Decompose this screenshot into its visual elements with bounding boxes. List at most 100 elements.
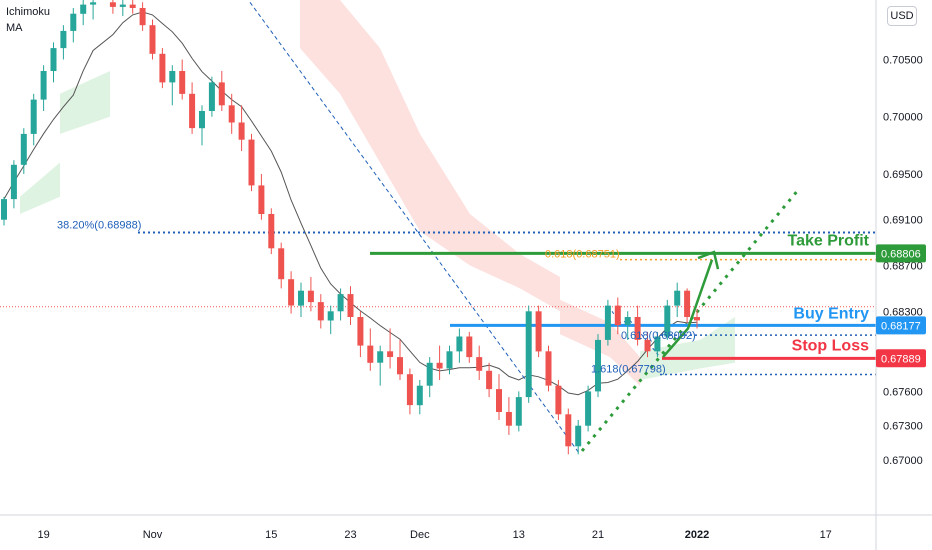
x-tick-label: 17 [820, 529, 832, 541]
candle [288, 271, 295, 314]
candle [208, 76, 215, 117]
take-profit-badge-text: 0.68806 [881, 248, 921, 260]
currency-button[interactable]: USD [887, 6, 917, 26]
candle [367, 328, 374, 371]
candle [228, 93, 235, 134]
take-profit-badge: 0.68806 [876, 244, 926, 263]
candle [624, 311, 631, 340]
candle [525, 305, 532, 403]
x-tick-label: 13 [513, 529, 525, 541]
candle [337, 288, 344, 321]
candle [515, 391, 522, 432]
candle [545, 345, 552, 392]
candle [555, 379, 562, 421]
cloud-band [640, 317, 735, 380]
candle [139, 2, 146, 31]
candle [614, 297, 621, 335]
fib-label-38: 38.20%(0.68988) [57, 220, 141, 232]
candle [446, 345, 453, 375]
projection-arrow-head [697, 250, 720, 270]
x-tick-label: Dec [410, 529, 430, 541]
candle [60, 25, 67, 60]
candle [496, 374, 502, 421]
candle [347, 286, 354, 326]
candle [565, 408, 572, 455]
candle [278, 242, 285, 289]
y-tick-label: 0.70000 [883, 112, 923, 124]
candle [436, 345, 443, 380]
candle [486, 362, 493, 398]
candle [218, 70, 225, 112]
stop-loss-badge: 0.67889 [876, 349, 926, 368]
y-tick-label: 0.68300 [883, 306, 923, 318]
candle [654, 331, 661, 358]
projection-arrow [662, 259, 714, 358]
candle [327, 305, 334, 335]
candle [505, 397, 512, 435]
candle [466, 331, 473, 363]
fib-label-618-lower: 0.618(0.68092) [621, 330, 696, 342]
indicator-label-ichimoku[interactable]: Ichimoku [6, 6, 51, 18]
y-tick-label: 0.69500 [883, 169, 923, 181]
y-tick-label: 0.69100 [883, 215, 923, 227]
annotation-labels: 38.20%(0.68988) 0.618(0.68751) 0.618(0.680… [57, 220, 870, 376]
candle [50, 42, 57, 83]
annotation-lines [0, 1, 876, 455]
candle [20, 128, 27, 174]
stop-loss-badge-text: 0.67889 [881, 353, 921, 365]
candle [644, 331, 651, 358]
candle [317, 294, 324, 329]
candle [377, 345, 384, 386]
candle [595, 334, 601, 398]
candle [585, 385, 592, 432]
candle [10, 160, 17, 209]
candle [159, 48, 166, 89]
candle [416, 379, 423, 415]
candle [426, 357, 433, 398]
y-tick-label: 0.68700 [883, 261, 923, 273]
stop-loss-label: Stop Loss [792, 337, 869, 354]
candle [80, 0, 87, 26]
candle [535, 305, 542, 358]
candle [90, 0, 97, 20]
candle [30, 93, 37, 146]
candle [70, 8, 77, 43]
candle [179, 59, 186, 100]
cloud-band [60, 71, 110, 134]
y-tick-label: 0.67000 [883, 455, 923, 467]
candle [694, 309, 700, 329]
x-tick-label: 19 [37, 529, 49, 541]
candle [684, 288, 691, 323]
buy-entry-label: Buy Entry [793, 305, 869, 322]
cloud-band [20, 162, 60, 214]
take-profit-label: Take Profit [788, 232, 870, 249]
candle [149, 19, 156, 60]
x-tick-label: 23 [344, 529, 356, 541]
candle [40, 65, 47, 112]
x-tick-label: 15 [265, 529, 277, 541]
candle [199, 105, 205, 146]
candle [258, 173, 265, 220]
candle [357, 311, 364, 358]
candle [604, 299, 611, 346]
indicator-label-ma[interactable]: MA [6, 22, 23, 34]
candle [476, 345, 483, 380]
candle [248, 133, 255, 192]
x-tick-label: 2022 [685, 529, 709, 541]
candle [664, 299, 671, 340]
candle [268, 208, 275, 255]
candle [456, 328, 463, 363]
y-tick-label: 0.67300 [883, 421, 923, 433]
candle [307, 276, 314, 312]
candlestick-series [1, 0, 700, 455]
candle [674, 282, 681, 318]
candle [406, 368, 413, 415]
candle [119, 0, 126, 17]
candle [238, 105, 245, 152]
cloud-band [300, 0, 560, 312]
moving-average-line [3, 11, 698, 396]
buy-entry-badge-text: 0.68177 [881, 320, 921, 332]
fib-label-1618: 1.618(0.67798) [591, 364, 666, 376]
